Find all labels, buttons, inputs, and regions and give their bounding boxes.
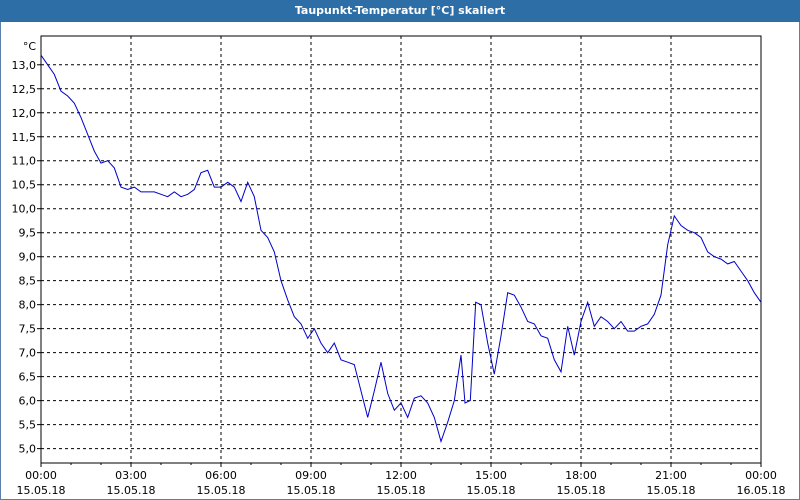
x-tick-date-label: 15.05.18 [287, 484, 336, 497]
y-tick-label: 11,5 [12, 131, 37, 144]
y-tick-label: 12,5 [12, 83, 37, 96]
x-tick-time-label: 06:00 [205, 469, 237, 482]
grid-lines [41, 36, 761, 463]
x-tick-date-label: 15.05.18 [467, 484, 516, 497]
y-tick-label: 10,5 [12, 179, 37, 192]
x-tick-date-label: 15.05.18 [377, 484, 426, 497]
y-axis: 5,0 5,5 6,0 6,5 7,0 7,5 8,0 8,5 9,0 9,5 10,0 10,5 11… [12, 59, 41, 456]
x-tick-time-label: 00:00 [25, 469, 57, 482]
dewpoint-series-line [40, 54, 762, 444]
y-tick-label: 5,5 [19, 419, 37, 432]
chart-title: Taupunkt-Temperatur [°C] skaliert [0, 0, 800, 22]
y-tick-label: 9,0 [19, 251, 37, 264]
x-tick-date-label: 16.05.18 [737, 484, 786, 497]
y-tick-label: 7,5 [19, 323, 37, 336]
y-tick-label: 8,0 [19, 299, 37, 312]
y-tick-label: 7,0 [19, 347, 37, 360]
x-tick-time-label: 09:00 [295, 469, 327, 482]
y-tick-label: 12,0 [12, 107, 37, 120]
x-tick-date-label: 15.05.18 [17, 484, 66, 497]
x-tick-time-label: 18:00 [565, 469, 597, 482]
y-axis-unit-label: °C [23, 40, 37, 53]
y-tick-label: 9,5 [19, 227, 37, 240]
y-tick-label: 6,0 [19, 395, 37, 408]
y-tick-label: 8,5 [19, 275, 37, 288]
x-tick-date-label: 15.05.18 [647, 484, 696, 497]
y-tick-label: 11,0 [12, 155, 37, 168]
y-tick-label: 5,0 [19, 443, 37, 456]
y-tick-label: 10,0 [12, 203, 37, 216]
x-tick-date-label: 15.05.18 [197, 484, 246, 497]
x-tick-date-label: 15.05.18 [107, 484, 156, 497]
x-tick-date-label: 15.05.18 [557, 484, 606, 497]
x-tick-time-label: 12:00 [385, 469, 417, 482]
x-axis: 00:00 15.05.18 03:00 15.05.18 06:00 15.05.18 0… [17, 463, 786, 497]
y-tick-label: 6,5 [19, 371, 37, 384]
x-tick-time-label: 00:00 [745, 469, 777, 482]
x-tick-time-label: 15:00 [475, 469, 507, 482]
x-tick-time-label: 03:00 [115, 469, 147, 482]
x-tick-time-label: 21:00 [655, 469, 687, 482]
y-tick-label: 13,0 [12, 59, 37, 72]
